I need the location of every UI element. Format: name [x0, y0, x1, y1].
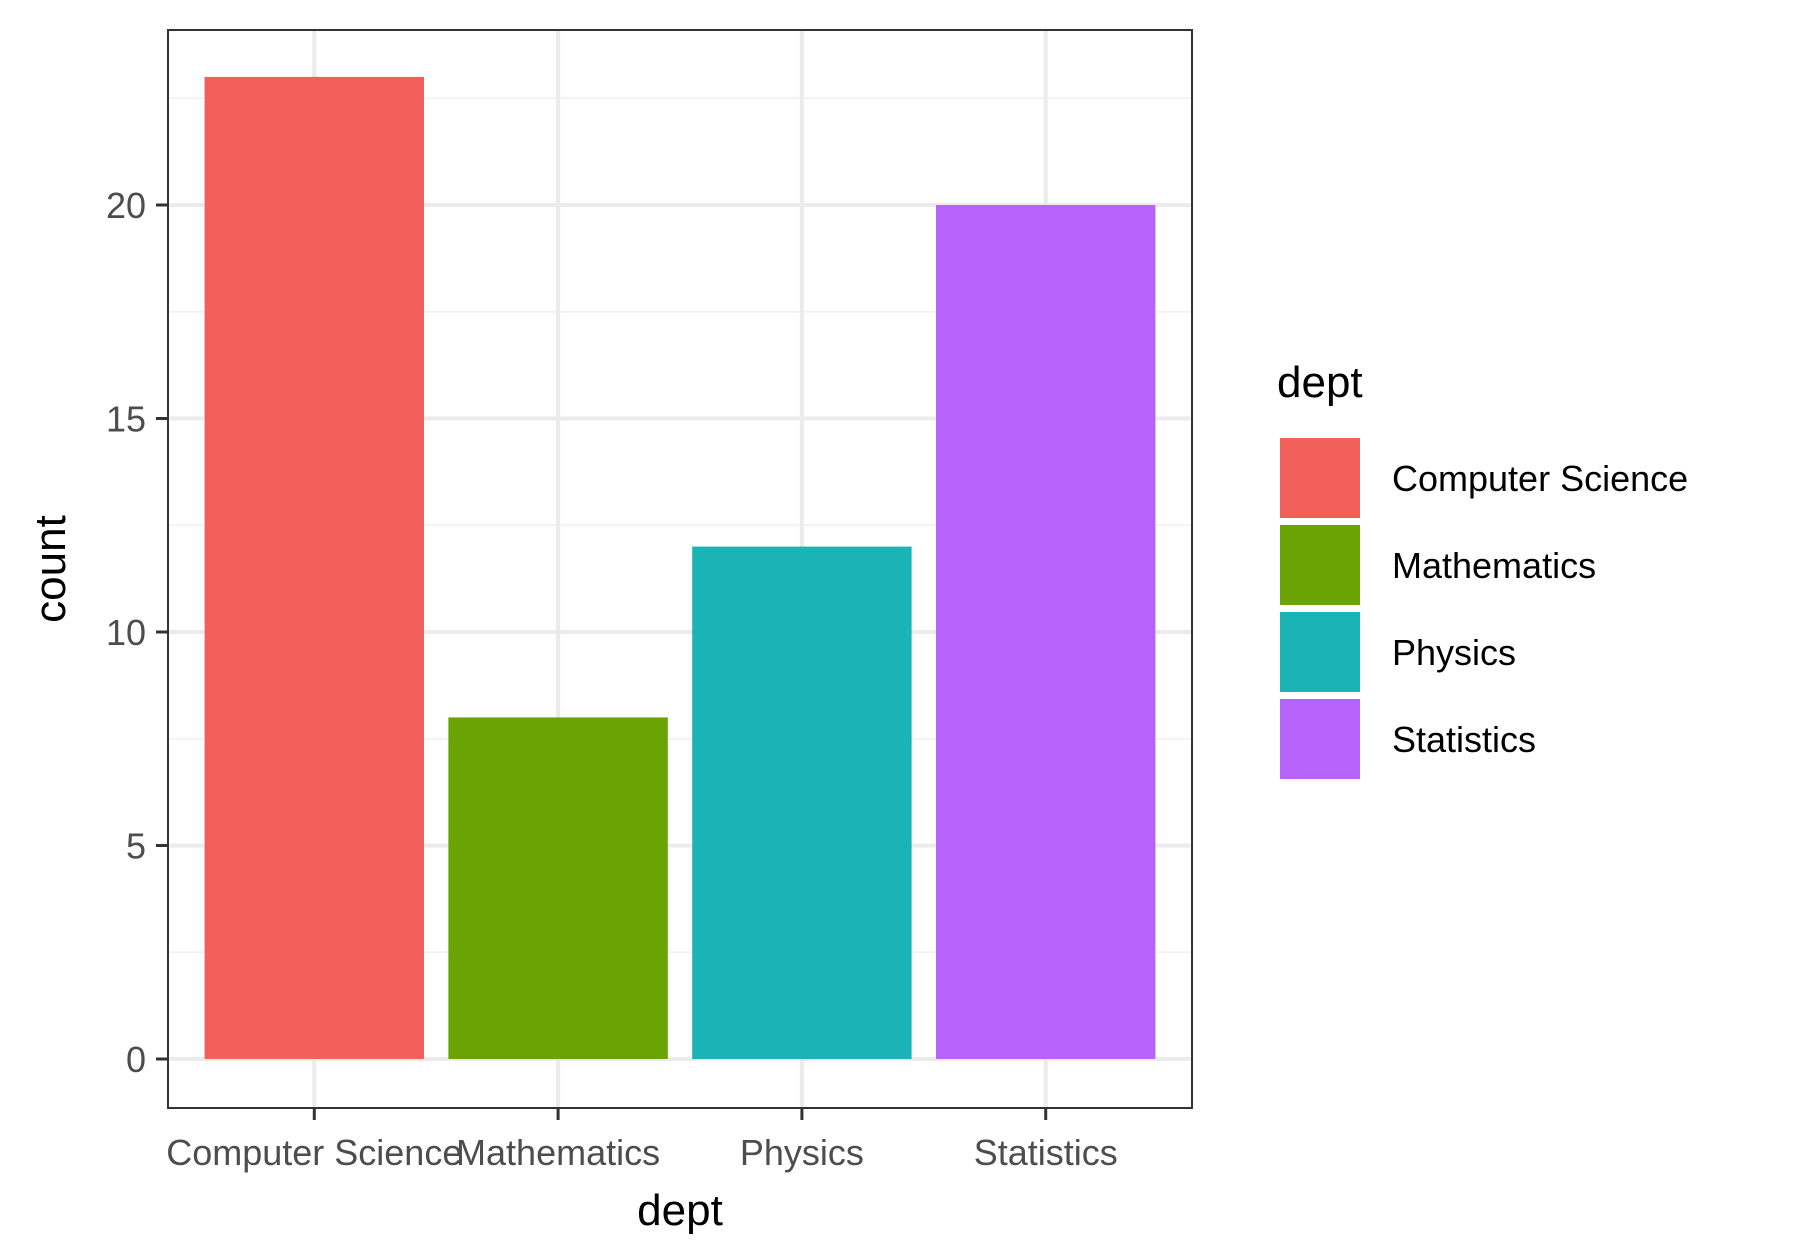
y-tick-label: 10	[106, 612, 146, 653]
x-tick-label: Physics	[740, 1132, 864, 1173]
legend-label: Statistics	[1392, 719, 1536, 760]
legend-key	[1280, 612, 1360, 692]
y-axis: 0 5 10 15 20	[106, 185, 168, 1080]
bar-statistics	[936, 205, 1156, 1059]
y-axis-title: count	[26, 515, 75, 623]
legend-key	[1280, 699, 1360, 779]
legend-label: Computer Science	[1392, 458, 1688, 499]
bar-physics	[692, 546, 912, 1059]
legend-title: dept	[1277, 358, 1363, 407]
panel-border	[167, 29, 1193, 1109]
y-tick-label: 5	[126, 826, 146, 867]
x-axis-title: dept	[637, 1186, 723, 1235]
legend-items: Computer Science Mathematics Physics Statis…	[1280, 438, 1688, 779]
x-tick-label: Computer Science	[166, 1132, 462, 1173]
bar-mathematics	[448, 717, 668, 1059]
legend-key	[1280, 438, 1360, 518]
legend: dept Computer Science Mathematics Physics S…	[1277, 358, 1688, 779]
y-tick-label: 20	[106, 185, 146, 226]
legend-label: Physics	[1392, 632, 1516, 673]
y-tick-label: 15	[106, 399, 146, 440]
bars	[204, 76, 1156, 1059]
x-tick-label: Statistics	[974, 1132, 1118, 1173]
bar-computer-science	[204, 76, 424, 1059]
y-tick-label: 0	[126, 1039, 146, 1080]
legend-key	[1280, 525, 1360, 605]
x-tick-label: Mathematics	[456, 1132, 660, 1173]
legend-label: Mathematics	[1392, 545, 1596, 586]
